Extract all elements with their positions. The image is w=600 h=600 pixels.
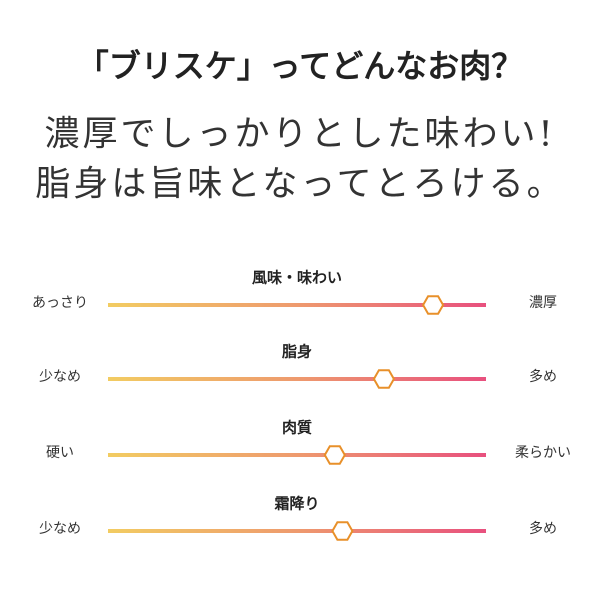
subtitle: 脂身は旨味となってとろける。 (35, 165, 564, 205)
slider-bar (108, 303, 486, 307)
left-label: あっさり (32, 295, 88, 311)
slider-label: 風味・味わい (252, 269, 342, 287)
slider-bar (108, 529, 486, 533)
right-label: 多め (529, 520, 557, 537)
left-label: 硬い (46, 445, 74, 461)
slider-marker (331, 521, 354, 541)
slider-label: 霜降り (273, 495, 319, 513)
slider-marker (372, 369, 396, 389)
slider-label: 脂身 (282, 343, 312, 361)
slider-bar (108, 453, 486, 457)
left-label: 少なめ (39, 521, 81, 537)
left-label: 少なめ (39, 369, 81, 385)
title: 「ブリスケ」ってどんなお肉？ (77, 47, 523, 85)
right-label: 濃厚 (529, 295, 557, 311)
right-label: 柔らかい (515, 445, 571, 461)
right-label: 多め (529, 368, 557, 385)
slider-marker (323, 445, 346, 465)
slider-bar (108, 377, 486, 381)
slider-marker (421, 295, 445, 315)
subtitle: 濃厚でしっかりとした味わい! (44, 115, 555, 155)
slider-label: 肉質 (282, 419, 312, 437)
